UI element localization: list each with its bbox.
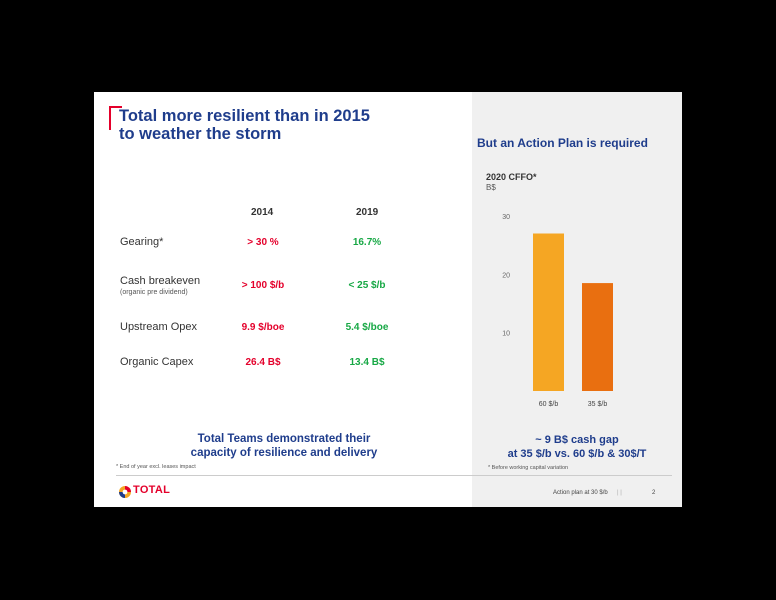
conclusion-line-1: Total Teams demonstrated their [197,433,371,445]
year-header-2014: 2014 [251,207,274,218]
upstream-opex-2019: 5.4 $/boe [345,322,389,333]
row-label-gearing: Gearing* [120,236,164,248]
conclusion-text: Total Teams demonstrated their capacity … [164,432,404,460]
total-logo: TOTAL [118,484,180,500]
bar-1 [582,283,613,391]
row-label-upstream-opex: Upstream Opex [120,321,198,333]
slide-title: Total more resilient than in 2015 to wea… [119,107,449,143]
conclusion-line-2: capacity of resilience and delivery [190,447,378,459]
footer-separator: | | [617,490,622,496]
bar-0 [533,233,564,391]
title-line-1: Total more resilient than in 2015 [119,107,370,125]
x-tick-label-1: 35 $/b [588,401,608,408]
footnote-right: * Before working capital variation [488,465,569,471]
cffo-bar-chart: 10 20 30 60 $/b 35 $/b [502,214,613,408]
title-bracket [109,106,122,130]
footnote-left: * End of year excl. leases impact [116,464,196,470]
x-tick-label-0: 60 $/b [539,401,559,408]
gearing-2014: > 30 % [247,237,279,248]
slide: Total more resilient than in 2015 to wea… [94,92,682,507]
title-line-2: to weather the storm [119,125,282,143]
page-number: 2 [652,490,656,496]
chart-unit-label: B$ [486,183,496,192]
row-label-cash-breakeven: Cash breakeven [120,275,201,287]
cash-breakeven-2014: > 100 $/b [241,280,285,291]
cash-breakeven-2019: < 25 $/b [348,280,386,291]
y-tick-label-2: 30 [502,214,510,221]
y-tick-label-0: 10 [502,331,510,338]
footer-section-label: Action plan at 30 $/b [553,490,608,496]
gearing-2019: 16.7% [352,237,382,248]
row-label-organic-capex: Organic Capex [120,356,194,368]
organic-capex-2014: 26.4 B$ [245,357,281,368]
panel-title: But an Action Plan is required [477,136,648,150]
footer-divider [116,475,672,476]
total-logo-icon [119,486,131,498]
y-tick-label-1: 20 [502,272,510,279]
row-sublabel-cash-breakeven: (organic pre dividend) [120,289,188,296]
chart-title: 2020 CFFO* [486,172,537,182]
cash-gap-text: ~ 9 B$ cash gap at 35 $/b vs. 60 $/b & 3… [472,433,682,461]
year-header-2019: 2019 [356,207,379,218]
cash-gap-line-2: at 35 $/b vs. 60 $/b & 30$/T [507,448,647,460]
logo-wordmark: TOTAL [133,484,171,496]
cash-gap-line-1: ~ 9 B$ cash gap [535,434,619,446]
right-panel [472,92,682,507]
upstream-opex-2014: 9.9 $/boe [241,322,285,333]
organic-capex-2019: 13.4 B$ [349,357,385,368]
